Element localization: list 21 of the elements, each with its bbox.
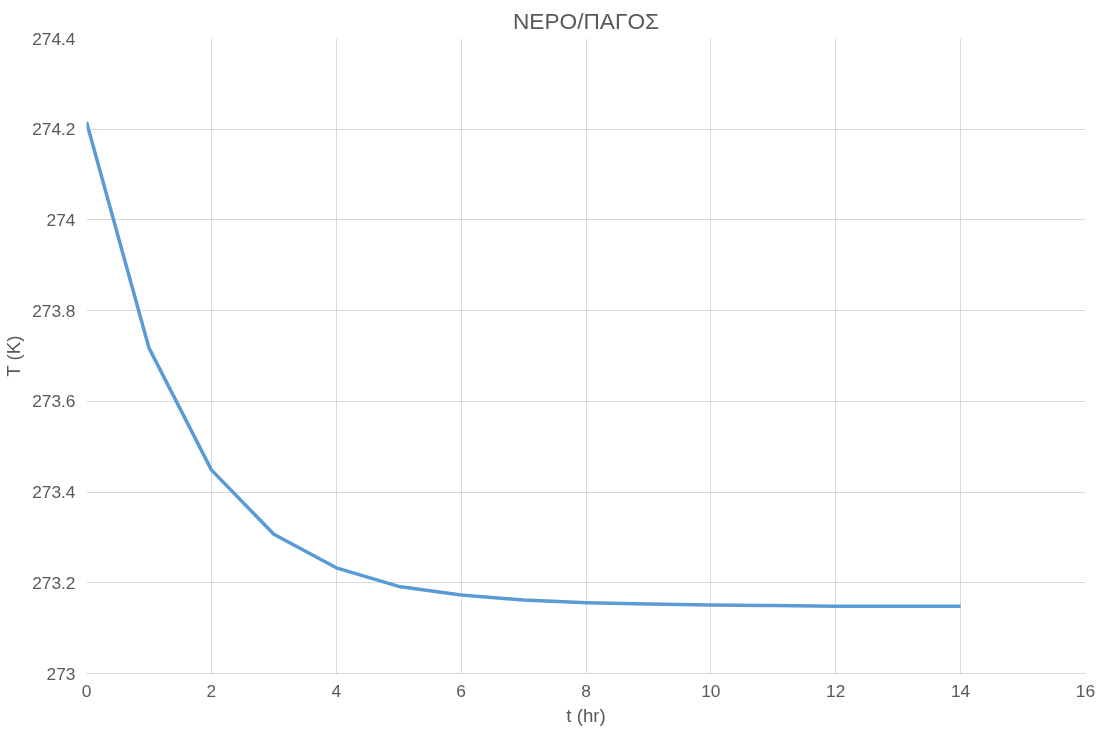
x-tick-label: 0 [81,680,92,701]
x-tick-label: 10 [701,680,721,701]
x-tick-label: 6 [456,680,466,701]
y-tick-label: 273.8 [32,300,76,321]
y-tick-label: 273.2 [32,572,76,593]
x-tick-label: 4 [331,680,342,701]
y-tick-label: 273.6 [32,391,76,412]
x-tick-label: 8 [581,680,591,701]
y-tick-label: 274.4 [32,28,76,49]
chart-title: ΝΕΡΟ/ΠΑΓΟΣ [512,7,660,34]
x-tick-label: 14 [950,680,971,701]
x-tick-label: 2 [206,680,217,701]
y-tick-label: 274.2 [32,119,76,140]
y-tick-label: 273.4 [32,482,76,503]
y-tick-label: 274 [46,209,76,230]
x-tick-label: 12 [826,680,846,701]
y-tick-label: 273 [46,663,76,684]
x-tick-label: 16 [1075,680,1096,701]
x-axis-title: t (hr) [566,704,606,726]
y-axis-title: T (K) [3,335,25,377]
line-series [86,120,963,609]
